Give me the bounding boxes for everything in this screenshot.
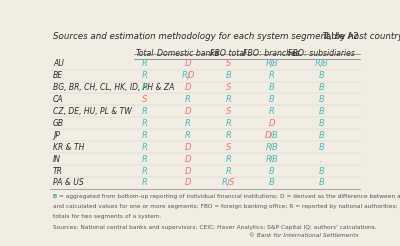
Text: R: R	[142, 154, 148, 164]
Text: R: R	[222, 178, 228, 187]
Text: R: R	[142, 167, 148, 175]
Text: B: B	[269, 167, 274, 175]
Text: IN: IN	[53, 154, 61, 164]
Text: D: D	[185, 143, 191, 152]
Text: D: D	[265, 131, 272, 140]
Text: S: S	[226, 107, 231, 116]
Text: R: R	[142, 143, 148, 152]
Text: S: S	[229, 178, 234, 187]
Text: GB: GB	[53, 119, 64, 128]
Text: Total: Total	[135, 49, 154, 58]
Text: B: B	[269, 83, 274, 92]
Text: D: D	[185, 154, 191, 164]
Text: FBO: branches: FBO: branches	[243, 49, 300, 58]
Text: B: B	[272, 59, 278, 68]
Text: Sources and estimation methodology for each system segment, by host country: Sources and estimation methodology for e…	[53, 32, 400, 41]
Text: totals for two segments of a system.: totals for two segments of a system.	[53, 215, 162, 219]
Text: FBO total: FBO total	[210, 49, 246, 58]
Text: B = aggregated from bottom-up reporting of individual financial institutions; D : B = aggregated from bottom-up reporting …	[53, 194, 400, 199]
Text: CZ, DE, HU, PL & TW: CZ, DE, HU, PL & TW	[53, 107, 132, 116]
Text: /: /	[270, 59, 273, 68]
Text: B: B	[318, 95, 324, 104]
Text: R: R	[266, 154, 271, 164]
Text: R: R	[142, 83, 148, 92]
Text: R: R	[266, 59, 271, 68]
Text: /: /	[270, 131, 273, 140]
Text: B: B	[53, 194, 57, 199]
Text: B: B	[318, 71, 324, 80]
Text: B: B	[318, 107, 324, 116]
Text: D: D	[185, 107, 191, 116]
Text: R: R	[142, 107, 148, 116]
Text: B: B	[269, 178, 274, 187]
Text: .: .	[320, 154, 322, 164]
Text: B: B	[272, 143, 278, 152]
Text: Sources: National central banks and supervisors; CEIC; Haver Analytics; S&P Capi: Sources: National central banks and supe…	[53, 225, 377, 230]
Text: /: /	[227, 178, 230, 187]
Text: /: /	[270, 143, 273, 152]
Text: B: B	[318, 83, 324, 92]
Text: and calculated values for one or more segments; FBO = foreign banking office; R : and calculated values for one or more se…	[53, 204, 400, 209]
Text: B: B	[272, 154, 278, 164]
Text: D: D	[185, 83, 191, 92]
Text: R: R	[266, 143, 271, 152]
Text: B: B	[318, 119, 324, 128]
Text: R: R	[182, 71, 188, 80]
Text: B: B	[322, 59, 327, 68]
Text: R: R	[142, 71, 148, 80]
Text: R: R	[142, 131, 148, 140]
Text: R: R	[142, 119, 148, 128]
Text: D: D	[185, 59, 191, 68]
Text: S: S	[226, 59, 231, 68]
Text: B: B	[318, 167, 324, 175]
Text: CA: CA	[53, 95, 64, 104]
Text: D: D	[185, 167, 191, 175]
Text: BG, BR, CH, CL, HK, ID, PH & ZA: BG, BR, CH, CL, HK, ID, PH & ZA	[53, 83, 174, 92]
Text: S: S	[142, 95, 147, 104]
Text: B: B	[272, 131, 278, 140]
Text: /: /	[187, 71, 189, 80]
Text: S: S	[226, 83, 231, 92]
Text: R: R	[225, 119, 231, 128]
Text: KR & TH: KR & TH	[53, 143, 84, 152]
Text: R: R	[225, 154, 231, 164]
Text: D: D	[268, 119, 275, 128]
Text: BE: BE	[53, 71, 63, 80]
Text: D: D	[185, 178, 191, 187]
Text: FBO: subsidiaries: FBO: subsidiaries	[288, 49, 355, 58]
Text: R: R	[185, 95, 191, 104]
Text: B: B	[269, 95, 274, 104]
Text: S: S	[226, 143, 231, 152]
Text: R: R	[269, 107, 274, 116]
Text: R: R	[225, 131, 231, 140]
Text: R: R	[269, 71, 274, 80]
Text: Domestic banks: Domestic banks	[157, 49, 219, 58]
Text: © Bank for International Settlements: © Bank for International Settlements	[249, 233, 358, 238]
Text: R: R	[185, 119, 191, 128]
Text: B: B	[318, 143, 324, 152]
Text: R: R	[142, 178, 148, 187]
Text: R: R	[225, 167, 231, 175]
Text: TR: TR	[53, 167, 63, 175]
Text: R: R	[142, 59, 148, 68]
Text: B: B	[225, 71, 231, 80]
Text: R: R	[185, 131, 191, 140]
Text: /: /	[320, 59, 322, 68]
Text: B: B	[318, 131, 324, 140]
Text: D: D	[188, 71, 194, 80]
Text: PA & US: PA & US	[53, 178, 84, 187]
Text: /: /	[270, 154, 273, 164]
Text: B: B	[318, 178, 324, 187]
Text: AU: AU	[53, 59, 64, 68]
Text: JP: JP	[53, 131, 60, 140]
Text: R: R	[315, 59, 321, 68]
Text: Table A2: Table A2	[322, 32, 358, 41]
Text: R: R	[225, 95, 231, 104]
